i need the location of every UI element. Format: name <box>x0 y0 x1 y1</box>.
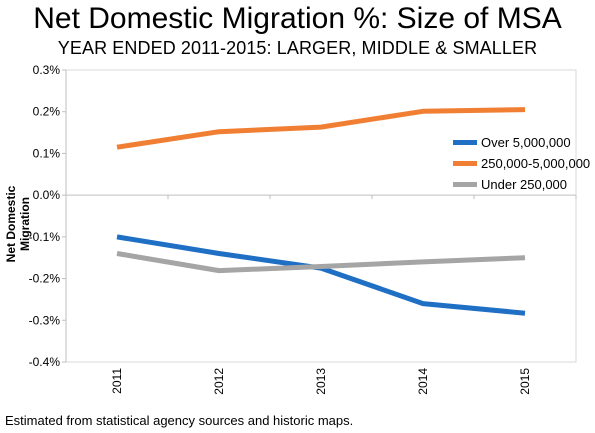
x-tick-label: 2015 <box>518 368 532 395</box>
legend-swatch <box>453 140 477 145</box>
chart-axes <box>62 69 577 363</box>
legend-item-250k-5m: 250,000-5,000,000 <box>453 153 590 174</box>
series-line <box>116 251 526 274</box>
x-tick-label: 2011 <box>110 368 124 394</box>
y-tick-label: 0.0% <box>33 188 61 202</box>
x-tick-label: 2014 <box>416 368 430 395</box>
legend-label: 250,000-5,000,000 <box>481 156 591 171</box>
series-line <box>116 234 526 316</box>
plot-area-border <box>65 69 577 363</box>
x-tick-label: 2012 <box>212 368 226 395</box>
legend-item-under-250k: Under 250,000 <box>453 174 590 195</box>
y-tick-label: -0.1% <box>29 230 61 244</box>
legend-swatch <box>453 161 477 166</box>
series-layer <box>116 107 526 316</box>
y-tick-label: -0.4% <box>29 355 61 369</box>
legend-label: Under 250,000 <box>481 177 568 192</box>
chart-legend: Over 5,000,000 250,000-5,000,000 Under 2… <box>453 132 590 195</box>
series-1 <box>116 107 526 150</box>
y-tick-label: 0.1% <box>33 146 61 160</box>
legend-label: Over 5,000,000 <box>481 135 571 150</box>
source-note: Estimated from statistical agency source… <box>5 413 354 428</box>
y-tick-label: -0.3% <box>29 313 61 327</box>
y-tick-label: -0.2% <box>29 272 61 286</box>
series-2 <box>116 251 526 274</box>
y-tick-label: 0.2% <box>33 105 61 119</box>
y-tick-label: 0.3% <box>33 63 61 77</box>
tick-label-layer: 0.3% 0.2% 0.1% 0.0% -0.1% -0.2% -0.3% -0.4% 2011… <box>29 63 532 395</box>
chart-subtitle: YEAR ENDED 2011-2015: LARGER, MIDDLE & S… <box>57 38 538 58</box>
legend-item-over-5m: Over 5,000,000 <box>453 132 590 153</box>
chart-title: Net Domestic Migration %: Size of MSA <box>33 2 562 35</box>
series-0 <box>116 234 526 316</box>
x-tick-label: 2013 <box>314 368 328 395</box>
legend-swatch <box>453 182 477 187</box>
